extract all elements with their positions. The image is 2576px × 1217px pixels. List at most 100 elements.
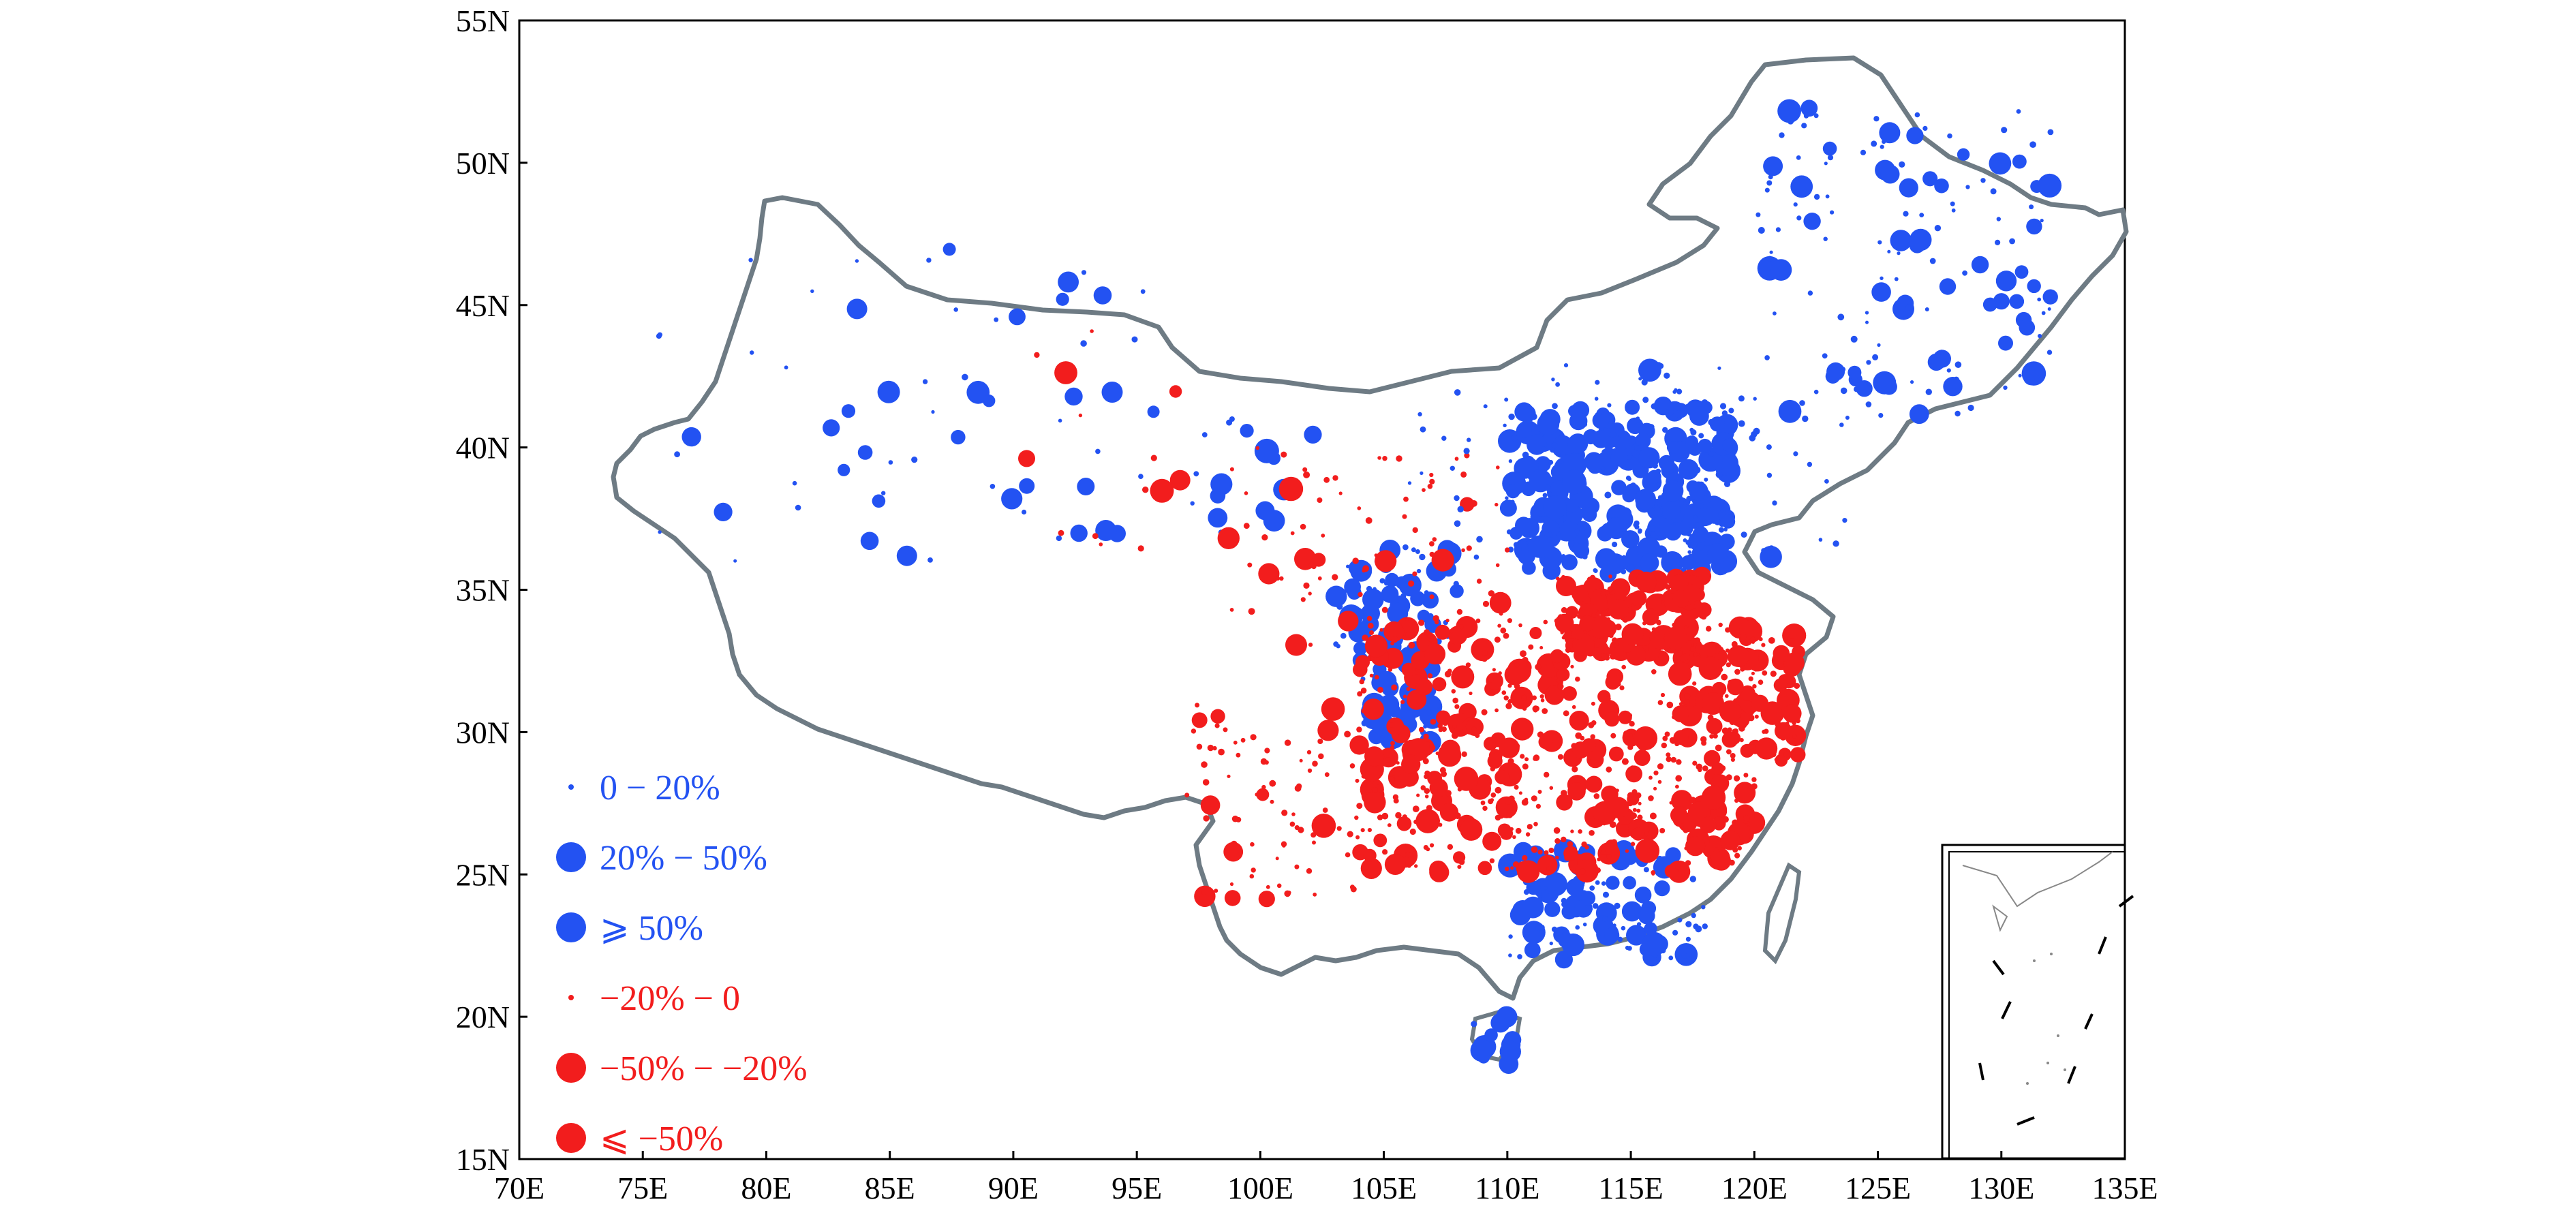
- positive-station-dot: [1652, 452, 1657, 457]
- negative-station-dot: [1607, 797, 1629, 818]
- positive-station-dot: [838, 463, 850, 476]
- positive-station-dot: [1707, 543, 1728, 564]
- negative-station-dot: [1402, 514, 1407, 519]
- negative-station-dot: [1200, 795, 1221, 815]
- negative-station-dot: [1150, 455, 1157, 461]
- positive-station-dot: [1676, 406, 1681, 411]
- positive-station-dot: [1625, 399, 1640, 415]
- positive-station-dot: [1670, 412, 1674, 416]
- negative-station-dot: [1244, 491, 1248, 495]
- negative-station-dot: [1441, 771, 1447, 777]
- positive-station-dot: [1723, 506, 1730, 512]
- negative-station-dot: [1255, 792, 1259, 797]
- negative-station-dot: [1471, 638, 1494, 662]
- negative-station-dot: [1718, 622, 1723, 628]
- positive-station-dot: [1471, 1021, 1477, 1028]
- positive-station-dot: [1629, 904, 1633, 908]
- negative-station-dot: [1701, 740, 1707, 746]
- positive-station-dot: [1619, 531, 1624, 536]
- positive-station-dot: [1634, 422, 1640, 429]
- positive-station-dot: [1551, 378, 1555, 382]
- negative-station-dot: [1294, 864, 1300, 869]
- negative-station-dot: [1524, 797, 1529, 802]
- negative-station-dot: [1546, 866, 1551, 871]
- positive-station-dot: [1939, 278, 1957, 295]
- negative-station-dot: [1562, 686, 1577, 701]
- positive-station-dot: [2046, 350, 2053, 355]
- positive-station-dot: [1914, 112, 1920, 118]
- positive-station-dot: [1761, 548, 1766, 553]
- positive-station-dot: [1542, 519, 1560, 538]
- negative-station-dot: [1405, 632, 1412, 638]
- negative-station-dot: [1497, 623, 1501, 628]
- positive-station-dot: [1344, 578, 1361, 596]
- positive-station-dot: [1550, 447, 1555, 453]
- negative-station-dot: [1364, 791, 1386, 814]
- positive-station-dot: [1715, 471, 1723, 478]
- positive-station-dot: [1539, 925, 1545, 931]
- positive-station-dot: [962, 373, 968, 381]
- positive-station-dot: [1496, 1006, 1518, 1028]
- positive-station-dot: [792, 480, 797, 486]
- positive-station-dot: [1595, 380, 1600, 385]
- positive-station-dot: [1753, 427, 1760, 435]
- negative-station-dot: [1675, 865, 1681, 870]
- positive-station-dot: [1467, 437, 1471, 442]
- negative-station-dot: [1664, 731, 1670, 737]
- positive-station-dot: [1543, 495, 1567, 519]
- negative-station-dot: [1537, 854, 1558, 876]
- positive-station-dot: [1058, 271, 1079, 293]
- positive-station-dot: [1504, 397, 1509, 402]
- negative-station-dot: [1532, 695, 1537, 700]
- negative-station-dot: [1544, 685, 1565, 705]
- positive-station-dot: [1417, 412, 1422, 417]
- negative-station-dot: [1567, 841, 1574, 847]
- positive-station-dot: [1655, 535, 1659, 539]
- positive-station-dot: [1561, 554, 1578, 570]
- negative-station-dot: [1099, 542, 1103, 546]
- negative-station-dot: [1435, 619, 1439, 625]
- negative-station-dot: [1496, 465, 1500, 469]
- negative-station-dot: [1699, 816, 1717, 833]
- positive-station-dot: [1934, 225, 1942, 232]
- negative-station-dot: [1565, 647, 1571, 653]
- positive-station-dot: [1427, 613, 1434, 619]
- negative-station-dot: [1701, 785, 1726, 810]
- negative-station-dot: [1579, 615, 1595, 632]
- negative-station-dot: [1649, 775, 1653, 780]
- negative-station-dot: [1435, 624, 1450, 640]
- positive-station-dot: [1592, 903, 1599, 909]
- positive-station-dot: [1755, 212, 1761, 217]
- negative-station-dot: [1275, 576, 1281, 581]
- negative-station-dot: [1488, 677, 1494, 683]
- positive-station-dot: [1210, 488, 1226, 504]
- negative-station-dot: [1278, 476, 1304, 502]
- x-tick-label: 120E: [1721, 1171, 1788, 1205]
- negative-station-dot: [1783, 704, 1802, 723]
- negative-station-dot: [1289, 821, 1295, 827]
- negative-station-dot: [1595, 611, 1601, 616]
- negative-station-dot: [1610, 839, 1618, 846]
- positive-station-dot: [1894, 277, 1899, 281]
- positive-station-dot: [1509, 527, 1523, 540]
- positive-station-dot: [1662, 480, 1684, 502]
- negative-station-dot: [1471, 500, 1477, 507]
- positive-station-dot: [1022, 509, 1027, 515]
- negative-station-dot: [1579, 868, 1586, 875]
- legend-label: −20% − 0: [600, 979, 740, 1018]
- negative-station-dot: [1409, 828, 1416, 835]
- negative-station-dot: [1389, 722, 1394, 728]
- positive-station-dot: [1687, 550, 1691, 554]
- negative-station-dot: [1423, 733, 1429, 740]
- positive-station-dot: [2009, 238, 2016, 245]
- positive-station-dot: [1640, 553, 1659, 572]
- negative-station-dot: [1725, 694, 1729, 698]
- negative-station-dot: [1452, 724, 1457, 729]
- positive-station-dot: [1549, 941, 1553, 946]
- negative-station-dot: [1531, 795, 1537, 802]
- negative-station-dot: [1505, 547, 1510, 553]
- negative-station-dot: [1481, 709, 1488, 715]
- negative-station-dot: [1416, 793, 1420, 797]
- positive-station-dot: [1793, 451, 1798, 457]
- negative-station-dot: [1461, 751, 1467, 758]
